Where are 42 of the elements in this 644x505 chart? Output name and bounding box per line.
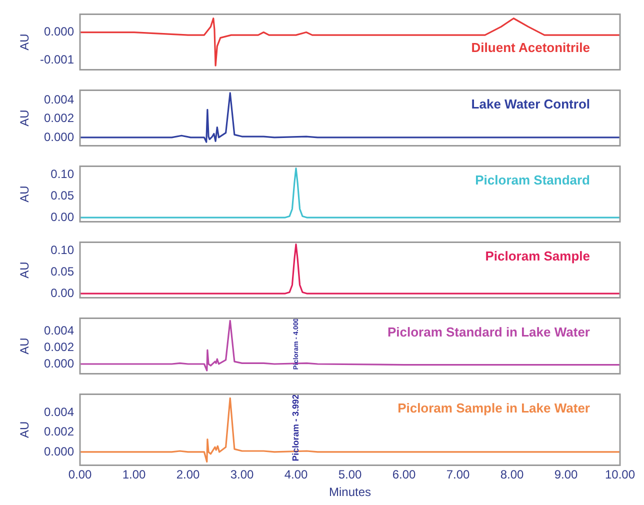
- x-tick-label: 5.00: [338, 468, 362, 482]
- annotation: Picloram - 3.992: [290, 394, 300, 462]
- y-tick-label: -0.001: [40, 52, 74, 66]
- y-axis-title: AU: [18, 34, 32, 50]
- y-tick-label: 0.004: [44, 92, 74, 107]
- y-tick-label: 0.000: [44, 356, 74, 370]
- y-tick-label: 0.05: [50, 264, 74, 278]
- x-tick-label: 4.00: [284, 468, 308, 482]
- y-tick-label: 0.002: [44, 340, 74, 354]
- y-tick-label: 0.00: [50, 286, 74, 300]
- text: Picloram Sample: [485, 248, 590, 264]
- y-axis-title: AU: [18, 110, 32, 126]
- x-tick-label: 7.00: [446, 468, 470, 482]
- x-tick-label: 8.00: [500, 468, 524, 482]
- y-tick-label: 0.000: [44, 444, 74, 458]
- y-tick-label: 0.002: [44, 424, 74, 439]
- y-tick-label: 0.000: [44, 24, 74, 39]
- x-tick-label: 3.00: [230, 468, 254, 482]
- y-axis-title: AU: [18, 421, 32, 438]
- x-tick-label: 2.00: [176, 468, 200, 482]
- y-axis-title: AU: [18, 338, 32, 354]
- y-tick-label: 0.002: [44, 111, 74, 126]
- x-axis-title: Minutes: [328, 485, 372, 500]
- y-axis-title: AU: [18, 262, 32, 278]
- y-tick-label: 0.05: [50, 188, 74, 202]
- text: Lake Water Control: [471, 96, 590, 112]
- x-tick-label: 1.00: [122, 468, 146, 482]
- text: Picloram Sample in Lake Water: [398, 400, 590, 416]
- x-tick-label: 0.00: [68, 468, 92, 482]
- x-tick-label: 9.00: [554, 468, 578, 482]
- y-tick-label: 0.10: [50, 243, 74, 258]
- series-label: Picloram Standard in Lake Water: [387, 324, 590, 340]
- y-tick-label: 0.004: [44, 324, 74, 338]
- x-tick-label: 6.00: [392, 468, 416, 482]
- text: Picloram Standard: [475, 172, 590, 188]
- y-axis-title: AU: [18, 186, 32, 202]
- y-tick-label: 0.004: [44, 405, 74, 420]
- x-tick-label: 10.00: [604, 468, 636, 482]
- y-tick-label: 0.00: [50, 210, 74, 224]
- y-tick-label: 0.10: [50, 167, 74, 182]
- y-tick-label: 0.000: [44, 130, 74, 144]
- series-label: Diluent Acetonitrile: [471, 40, 590, 55]
